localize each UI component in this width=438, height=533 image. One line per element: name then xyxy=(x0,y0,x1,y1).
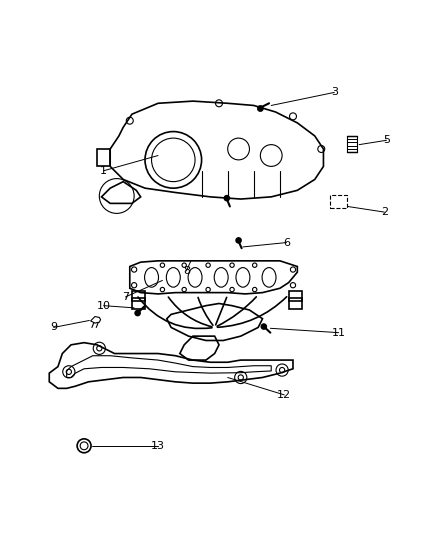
Text: 3: 3 xyxy=(331,87,338,98)
Text: 5: 5 xyxy=(383,135,390,146)
Text: 8: 8 xyxy=(183,266,190,276)
Circle shape xyxy=(236,238,241,243)
Text: 2: 2 xyxy=(381,207,388,217)
Text: 7: 7 xyxy=(122,292,129,302)
Text: 11: 11 xyxy=(332,328,346,337)
Text: 12: 12 xyxy=(277,390,291,400)
Circle shape xyxy=(135,310,140,316)
Text: 1: 1 xyxy=(100,166,107,176)
Bar xyxy=(347,136,357,152)
Text: 9: 9 xyxy=(50,322,57,333)
Circle shape xyxy=(224,196,230,201)
Text: 13: 13 xyxy=(151,441,165,451)
Text: 10: 10 xyxy=(97,301,111,311)
Circle shape xyxy=(261,324,266,329)
Text: 6: 6 xyxy=(283,238,290,247)
Circle shape xyxy=(257,106,263,111)
